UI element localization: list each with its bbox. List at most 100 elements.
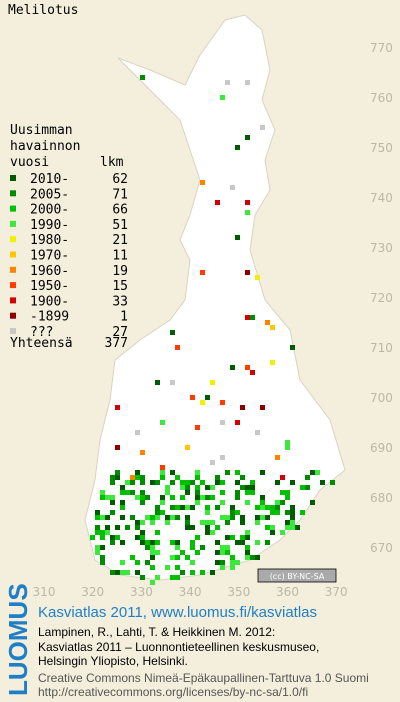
northing-label: 770 xyxy=(370,41,393,55)
observation-square xyxy=(170,575,175,580)
observation-square xyxy=(175,545,180,550)
observation-square xyxy=(235,235,240,240)
observation-square xyxy=(210,570,215,575)
observation-square xyxy=(175,565,180,570)
species-title: Melilotus xyxy=(8,3,78,18)
observation-square xyxy=(125,480,130,485)
northing-label: 760 xyxy=(370,91,393,105)
observation-square xyxy=(255,515,260,520)
observation-square xyxy=(140,540,145,545)
observation-square xyxy=(270,325,275,330)
observation-square xyxy=(95,525,100,530)
observation-square xyxy=(210,530,215,535)
legend-count: 21 xyxy=(112,233,128,248)
observation-square xyxy=(285,520,290,525)
observation-square xyxy=(245,485,250,490)
observation-square xyxy=(155,550,160,555)
observation-square xyxy=(175,555,180,560)
observation-square xyxy=(110,570,115,575)
observation-square xyxy=(105,515,110,520)
license-link[interactable]: http://creativecommons.org/licenses/by-n… xyxy=(38,685,308,699)
observation-square xyxy=(215,200,220,205)
site-link[interactable]: Kasviatlas 2011, www.luomus.fi/kasviatla… xyxy=(38,604,317,621)
observation-square xyxy=(120,485,125,490)
observation-square xyxy=(260,495,265,500)
observation-square xyxy=(290,510,295,515)
observation-square xyxy=(220,490,225,495)
observation-square xyxy=(135,495,140,500)
observation-square xyxy=(95,510,100,515)
observation-square xyxy=(100,490,105,495)
observation-square xyxy=(170,380,175,385)
legend-count: 51 xyxy=(112,218,128,233)
observation-square xyxy=(240,535,245,540)
legend-count: 19 xyxy=(112,264,128,279)
observation-square xyxy=(235,540,240,545)
observation-square xyxy=(180,495,185,500)
observation-square xyxy=(200,570,205,575)
observation-square xyxy=(190,560,195,565)
observation-square xyxy=(225,80,230,85)
legend-count: 27 xyxy=(112,325,128,340)
observation-square xyxy=(155,540,160,545)
observation-square xyxy=(145,495,150,500)
observation-square xyxy=(240,475,245,480)
observation-square xyxy=(190,570,195,575)
northing-label: 700 xyxy=(370,391,393,405)
observation-square xyxy=(120,515,125,520)
observation-square xyxy=(280,500,285,505)
observation-square xyxy=(215,505,220,510)
observation-square xyxy=(130,490,135,495)
observation-square xyxy=(100,545,105,550)
observation-square xyxy=(160,475,165,480)
observation-square xyxy=(230,560,235,565)
observation-square xyxy=(135,520,140,525)
observation-square xyxy=(270,525,275,530)
observation-square xyxy=(245,550,250,555)
observation-square xyxy=(195,470,200,475)
observation-square xyxy=(160,500,165,505)
observation-square xyxy=(275,480,280,485)
observation-square xyxy=(255,275,260,280)
observation-square xyxy=(190,480,195,485)
observation-square xyxy=(305,485,310,490)
observation-square xyxy=(200,180,205,185)
observation-square xyxy=(95,515,100,520)
observation-square xyxy=(105,495,110,500)
observation-square xyxy=(200,495,205,500)
observation-square xyxy=(130,555,135,560)
observation-square xyxy=(290,480,295,485)
legend-heading: vuosi xyxy=(10,155,49,170)
observation-square xyxy=(260,505,265,510)
legend-count: 33 xyxy=(112,294,128,309)
observation-square xyxy=(290,515,295,520)
observation-square xyxy=(110,540,115,545)
observation-square xyxy=(210,495,215,500)
northing-label: 690 xyxy=(370,441,393,455)
observation-square xyxy=(255,555,260,560)
legend-heading: Uusimman xyxy=(10,123,73,138)
observation-square xyxy=(165,490,170,495)
observation-square xyxy=(190,395,195,400)
observation-square xyxy=(110,475,115,480)
observation-square xyxy=(170,555,175,560)
easting-label: 340 xyxy=(179,585,202,599)
observation-square xyxy=(155,510,160,515)
observation-square xyxy=(155,530,160,535)
observation-square xyxy=(205,530,210,535)
observation-square xyxy=(170,540,175,545)
observation-square xyxy=(230,510,235,515)
observation-square xyxy=(160,420,165,425)
observation-square xyxy=(95,550,100,555)
observation-square xyxy=(170,480,175,485)
observation-square xyxy=(135,470,140,475)
legend-swatch xyxy=(10,282,16,289)
observation-square xyxy=(170,515,175,520)
license-badge: (cc) BY-NC-SA xyxy=(257,568,337,583)
observation-square xyxy=(250,485,255,490)
observation-square xyxy=(285,495,290,500)
observation-square xyxy=(200,400,205,405)
observation-square xyxy=(240,540,245,545)
observation-square xyxy=(110,510,115,515)
observation-square xyxy=(290,505,295,510)
